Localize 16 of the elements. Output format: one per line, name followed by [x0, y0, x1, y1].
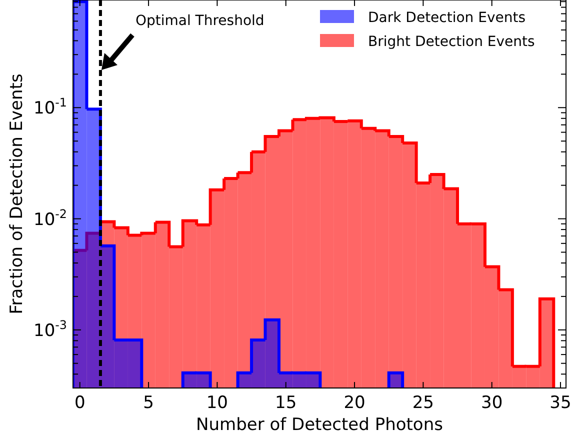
- x-tick-label: 10: [206, 393, 228, 413]
- x-tick-label: 25: [412, 393, 434, 413]
- y-tick-label: 10$^{-1}$: [34, 96, 67, 119]
- x-tick-label: 35: [550, 393, 572, 413]
- x-tick-label: 20: [344, 393, 366, 413]
- x-tick-label: 30: [481, 393, 503, 413]
- y-tick-label: 10$^{-2}$: [34, 206, 67, 230]
- x-axis-title: Number of Detected Photons: [196, 415, 444, 435]
- y-axis-title: Fraction of Detection Events: [7, 74, 27, 314]
- legend-label: Bright Detection Events: [368, 34, 535, 50]
- x-tick-label: 0: [74, 393, 86, 413]
- legend-label: Dark Detection Events: [368, 10, 526, 26]
- x-tick-label: 15: [275, 393, 297, 413]
- annotation: Optimal Threshold: [135, 13, 264, 29]
- y-tick-label: 10$^{-3}$: [34, 318, 67, 341]
- x-tick-label: 5: [143, 393, 154, 413]
